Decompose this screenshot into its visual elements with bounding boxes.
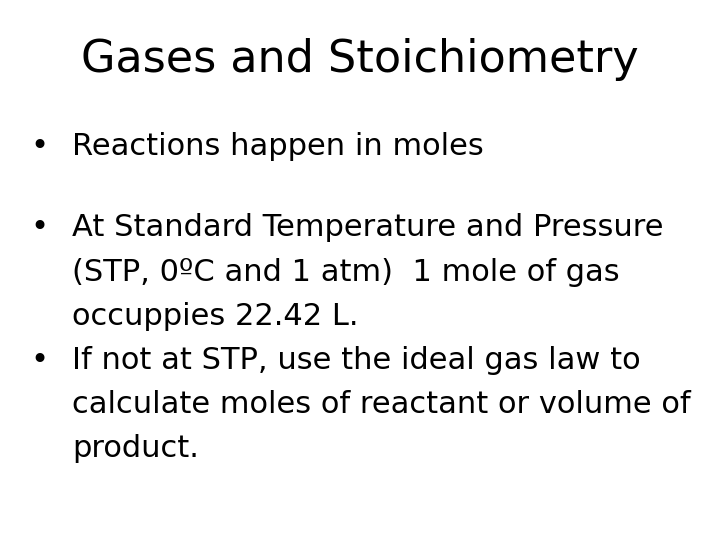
Text: (STP, 0ºC and 1 atm)  1 mole of gas: (STP, 0ºC and 1 atm) 1 mole of gas: [72, 258, 620, 287]
Text: Gases and Stoichiometry: Gases and Stoichiometry: [81, 38, 639, 81]
Text: At Standard Temperature and Pressure: At Standard Temperature and Pressure: [72, 213, 664, 242]
Text: product.: product.: [72, 434, 199, 463]
Text: Reactions happen in moles: Reactions happen in moles: [72, 132, 484, 161]
Text: occuppies 22.42 L.: occuppies 22.42 L.: [72, 302, 359, 331]
Text: calculate moles of reactant or volume of: calculate moles of reactant or volume of: [72, 390, 690, 419]
Text: If not at STP, use the ideal gas law to: If not at STP, use the ideal gas law to: [72, 346, 641, 375]
Text: •: •: [30, 132, 49, 161]
Text: •: •: [30, 346, 49, 375]
Text: •: •: [30, 213, 49, 242]
